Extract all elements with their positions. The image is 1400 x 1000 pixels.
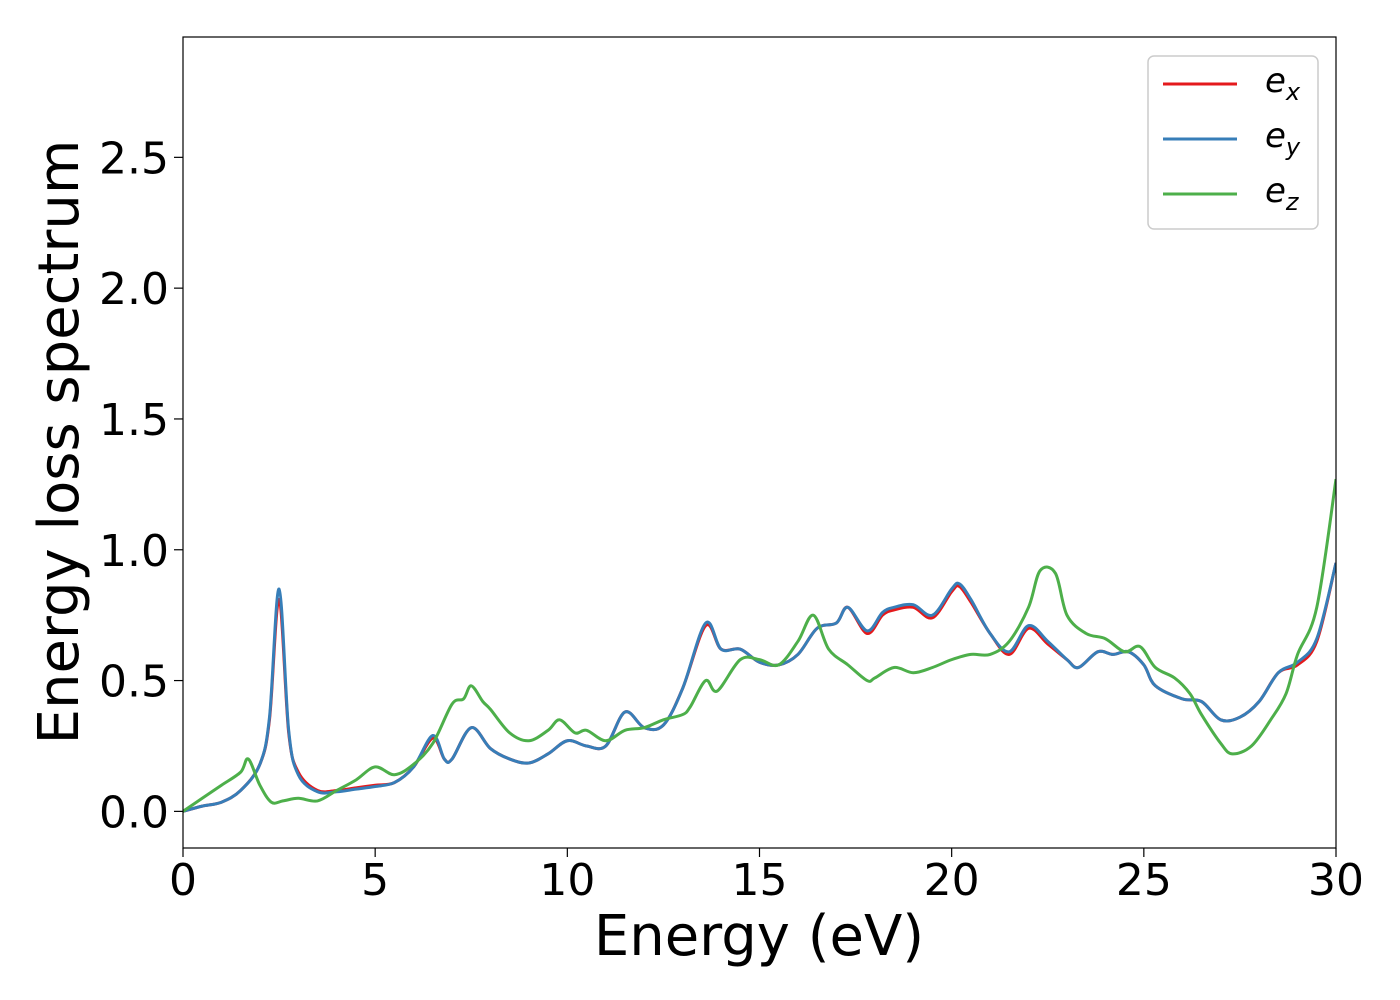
legend-box [1147,55,1319,230]
y-tick-label: 0.0 [99,787,169,838]
series-layer [183,478,1336,813]
x-tick-label: 0 [169,855,197,906]
legend-label-x: ex [1265,61,1301,106]
x-tick-label: 5 [361,855,389,906]
y-axis: 0.0 0.5 1.0 1.5 2.0 2.5 [99,133,183,838]
legend-label-y: ey [1265,116,1301,161]
legend-label-z: ez [1265,171,1300,216]
y-tick-label: 2.5 [99,133,169,184]
x-tick-label: 15 [732,855,788,906]
y-axis-label: Energy loss spectrum [27,140,92,745]
x-tick-label: 30 [1308,855,1364,906]
series-line-z [183,478,1336,813]
x-axis-label: Energy (eV) [594,904,924,969]
x-axis: 0 5 10 15 20 25 30 [169,848,1364,906]
y-tick-label: 2.0 [99,264,169,315]
y-tick-label: 0.5 [99,657,169,708]
x-tick-label: 20 [924,855,980,906]
y-tick-label: 1.0 [99,526,169,577]
x-tick-label: 10 [539,855,595,906]
legend: ex ey ez [1147,55,1319,230]
y-tick-label: 1.5 [99,395,169,446]
x-tick-label: 25 [1116,855,1172,906]
